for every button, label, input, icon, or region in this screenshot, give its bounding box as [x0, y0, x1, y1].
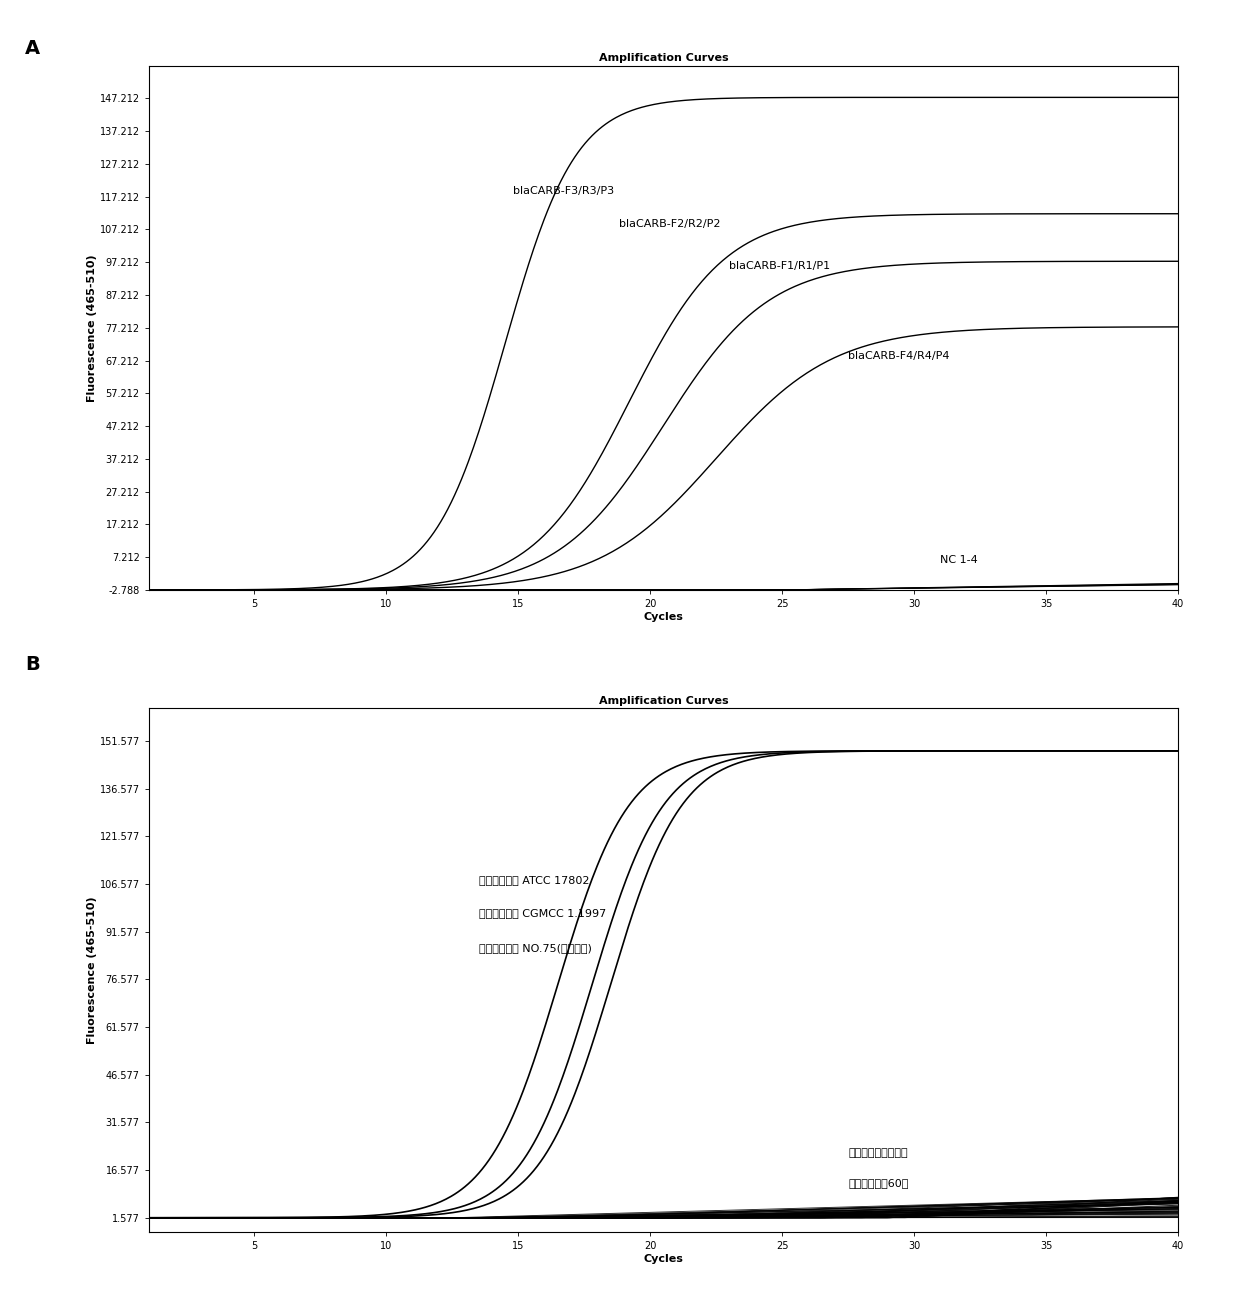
Text: NC 1-4: NC 1-4 — [940, 555, 978, 565]
Text: blaCARB-F3/R3/P3: blaCARB-F3/R3/P3 — [513, 186, 614, 195]
Title: Amplification Curves: Amplification Curves — [599, 696, 728, 705]
Text: 副溶血性弧菌 ATCC 17802: 副溶血性弧菌 ATCC 17802 — [479, 874, 589, 885]
Text: 副溶血性弧菌 NO.75(自分离株): 副溶血性弧菌 NO.75(自分离株) — [479, 943, 591, 953]
Title: Amplification Curves: Amplification Curves — [599, 54, 728, 63]
Text: blaCARB-F1/R1/P1: blaCARB-F1/R1/P1 — [729, 261, 831, 271]
Text: blaCARB-F2/R2/P2: blaCARB-F2/R2/P2 — [619, 219, 720, 228]
Text: 其他常见弧菌及食源: 其他常见弧菌及食源 — [848, 1148, 908, 1158]
Text: 性致病菌共泣60株: 性致病菌共泣60株 — [848, 1179, 909, 1188]
Y-axis label: Fluorescence (465-510): Fluorescence (465-510) — [87, 254, 97, 401]
X-axis label: Cycles: Cycles — [644, 612, 683, 621]
Text: A: A — [25, 39, 40, 58]
Text: blaCARB-F4/R4/P4: blaCARB-F4/R4/P4 — [848, 351, 950, 362]
Text: 副溶血性弧菌 CGMCC 1.1997: 副溶血性弧菌 CGMCC 1.1997 — [479, 909, 606, 918]
Text: B: B — [25, 656, 40, 674]
X-axis label: Cycles: Cycles — [644, 1255, 683, 1264]
Y-axis label: Fluorescence (465-510): Fluorescence (465-510) — [87, 897, 97, 1044]
